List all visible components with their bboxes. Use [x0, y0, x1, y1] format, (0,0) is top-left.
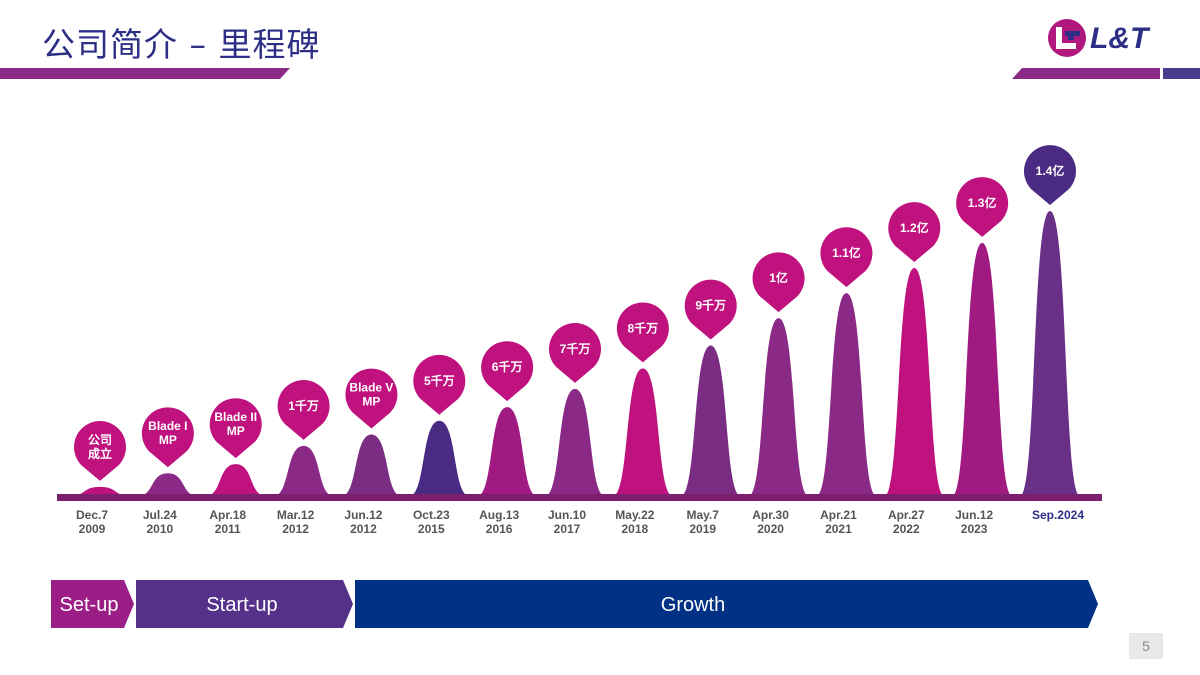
milestone-label: 1.2亿 [900, 220, 929, 235]
date-tick-label: Jul.24 2010 [143, 508, 177, 536]
milestone-peak [816, 293, 877, 496]
date-tick-label: Aug.13 2016 [479, 508, 519, 536]
milestone-peak [1020, 211, 1080, 496]
milestone-pin [413, 354, 466, 415]
milestone-label: 7千万 [560, 341, 591, 356]
date-tick-label: Jun.12 2023 [955, 508, 993, 536]
milestone-pin [1024, 145, 1077, 205]
phase-label-startup: Start-up [206, 594, 277, 616]
milestone-label: 1亿 [769, 270, 788, 285]
date-tick-label: Mar.12 2012 [277, 508, 315, 536]
date-tick-label: Jun.10 2017 [548, 508, 586, 536]
page-number: 5 [1129, 633, 1163, 659]
phase-arrow-growth [355, 580, 1098, 628]
date-tick-label: Apr.27 2022 [888, 508, 925, 536]
milestone-label: Blade I MP [148, 419, 187, 447]
date-tick-label: Jun.12 2012 [344, 508, 382, 536]
milestone-pin [684, 279, 737, 340]
milestone-label: 6千万 [492, 359, 523, 374]
milestone-peak [748, 318, 809, 496]
milestone-pin [481, 341, 534, 402]
milestone-peak [273, 445, 334, 496]
milestone-label: 1.4亿 [1036, 163, 1065, 178]
milestone-label: 1千万 [288, 398, 319, 413]
phase-label-growth: Growth [661, 594, 725, 616]
milestone-label: 公司成立 [88, 433, 112, 461]
milestone-peak [612, 368, 673, 496]
milestone-pin [549, 322, 601, 383]
date-tick-label: May.22 2018 [615, 508, 654, 536]
milestone-peak [70, 486, 130, 496]
milestone-peak [205, 464, 266, 496]
logo-text: L&T [1090, 22, 1149, 55]
milestone-pin [74, 421, 126, 481]
milestone-pin [345, 368, 398, 429]
milestone-pin [616, 302, 669, 363]
milestone-label: 5千万 [424, 373, 455, 388]
milestone-label: 8千万 [628, 320, 659, 335]
milestone-peak [680, 345, 741, 496]
milestone-peak [477, 407, 538, 496]
milestone-pin [752, 252, 805, 313]
milestone-pin [888, 202, 941, 262]
milestone-pin [820, 227, 873, 288]
milestone-pin [956, 177, 1009, 237]
date-tick-label: Oct.23 2015 [413, 508, 450, 536]
date-tick-label: Apr.18 2011 [209, 508, 246, 536]
date-tick-label: Apr.21 2021 [820, 508, 857, 536]
timeline-baseline [57, 494, 1102, 501]
date-tick-label: Dec.7 2009 [76, 508, 108, 536]
milestone-label: Blade II MP [214, 410, 257, 438]
milestone-label: 1.3亿 [968, 195, 997, 210]
date-tick-label: May.7 2019 [686, 508, 719, 536]
milestone-label: 1.1亿 [832, 245, 861, 260]
milestone-peak [545, 388, 605, 496]
phase-arrow-setup [51, 580, 134, 628]
milestone-peak [137, 473, 198, 496]
phase-label-setup: Set-up [60, 594, 119, 616]
header-bar-end [1163, 68, 1200, 79]
milestone-label: Blade V MP [349, 380, 393, 408]
milestone-label: 9千万 [695, 298, 726, 313]
header-bar-right [1012, 68, 1160, 79]
milestone-peak [341, 434, 402, 496]
milestone-peak [884, 268, 945, 496]
milestone-pin [209, 398, 262, 459]
milestone-peak [409, 420, 470, 496]
logo-mark-icon [1048, 19, 1086, 57]
company-logo: L&T [1046, 17, 1171, 59]
header-bar-left [0, 68, 290, 79]
phase-arrow-startup [136, 580, 353, 628]
milestone-pin [277, 379, 330, 440]
milestone-peak [952, 242, 1013, 496]
date-tick-label: Apr.30 2020 [752, 508, 789, 536]
milestone-pin [141, 407, 194, 468]
slide-title: 公司简介 – 里程碑 [42, 25, 321, 64]
date-tick-label: Sep.2024 [1032, 508, 1084, 522]
